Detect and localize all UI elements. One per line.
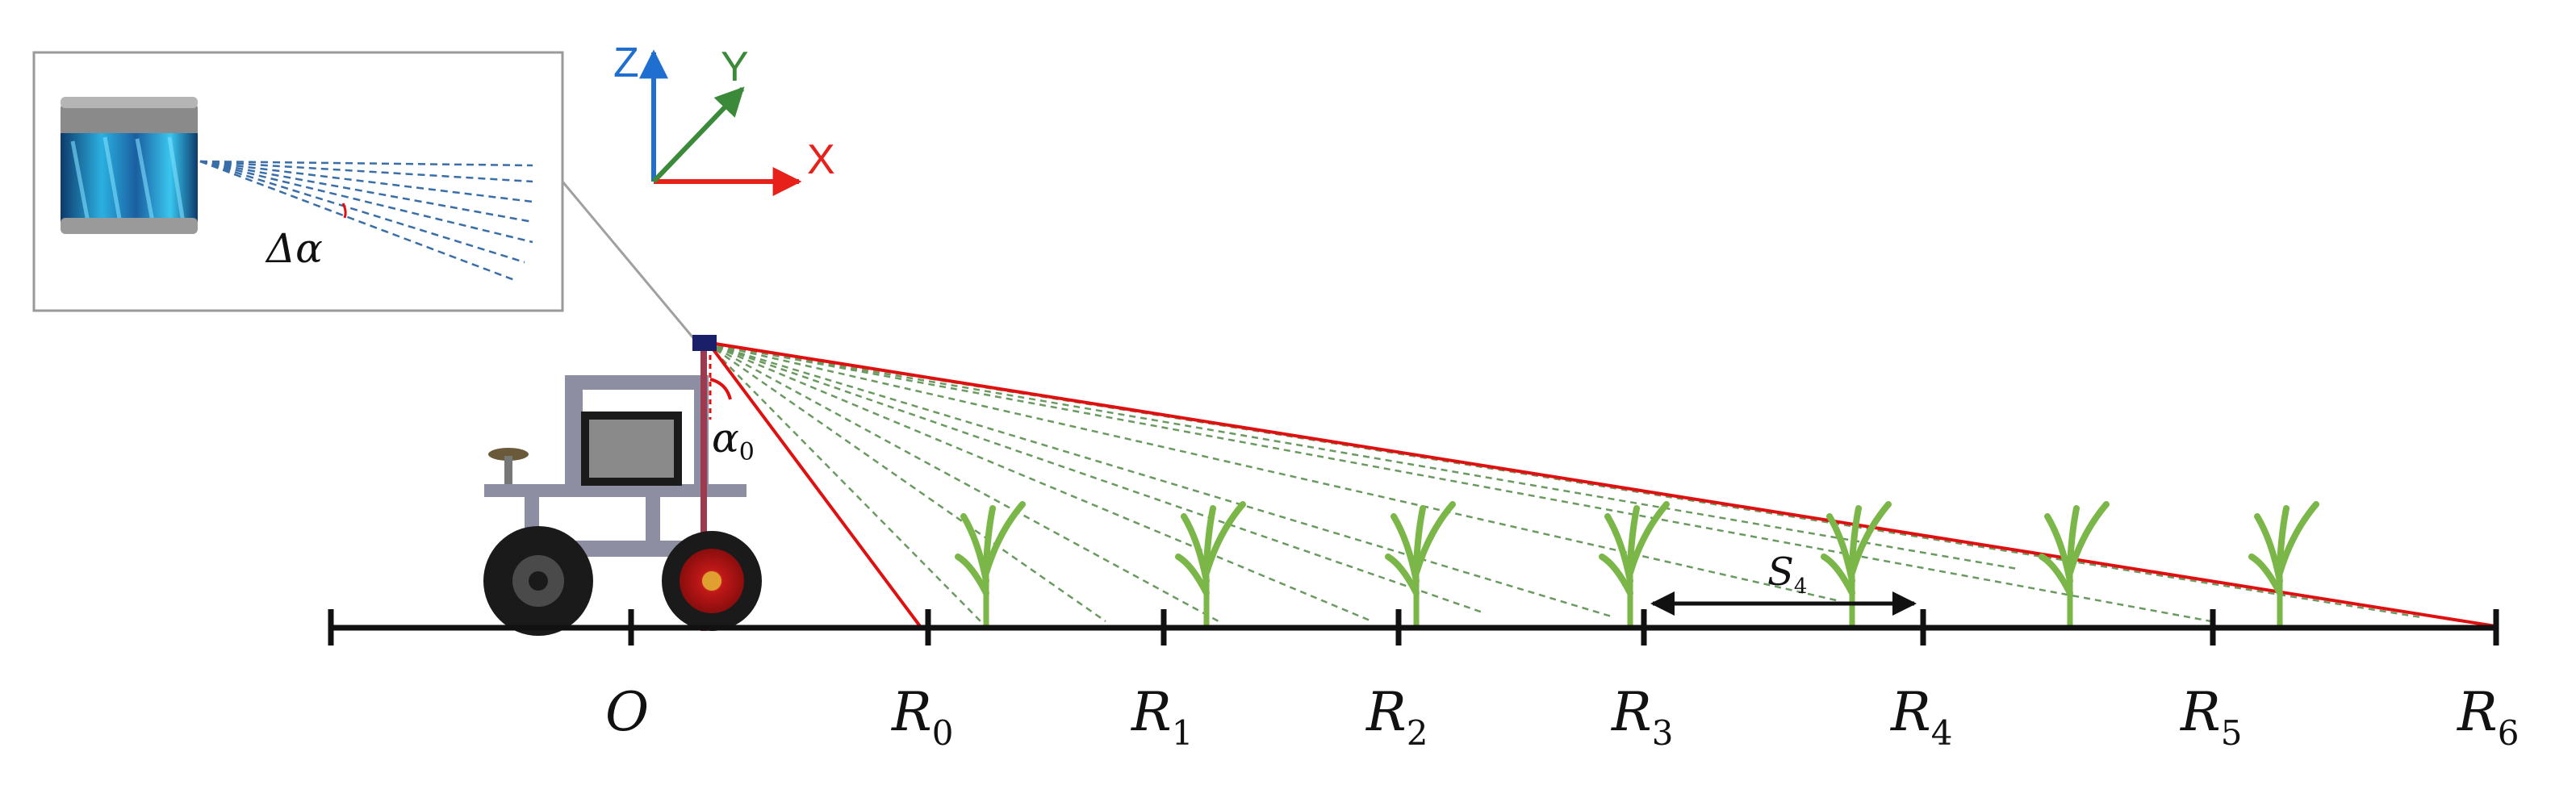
ground-ticks [328,609,2499,646]
ray-to-r6 [709,341,2496,628]
crop-plants [955,501,2319,628]
point-label-r4: R4 [1890,681,1952,753]
laser-rays-red [709,341,2496,628]
s4-label: S4 [1767,549,1807,599]
inset-delta-alpha-label: Δα [265,225,323,272]
z-axis-label: Z [613,40,639,86]
right-wheel [662,531,762,631]
crop-plant-icon [1175,501,1246,628]
x-axis-label: X [807,136,835,183]
lidar-sensor-icon [61,97,198,234]
crop-plant-icon [955,501,1026,628]
point-label-r6: R6 [2457,681,2519,753]
lidar-beam-fan [199,160,533,282]
crop-plant-icon [2039,501,2110,628]
left-wheel [483,526,593,636]
robot-vehicle-icon: α0 [483,335,762,636]
coordinate-axes: X Y Z [613,40,835,196]
y-axis-label: Y [721,44,749,90]
alpha0-label: α0 [712,415,755,466]
inset-angle-mark [341,203,347,219]
crop-plant-icon [1385,501,1456,628]
inset-connector-line [561,181,696,340]
point-label-r1: R1 [1131,681,1193,753]
origin-label: O [605,681,649,743]
crop-plant-icon [2248,501,2319,628]
point-label-r2: R2 [1365,681,1428,753]
spacing-s4: S4 [1650,549,1917,616]
point-label-r5: R5 [2180,681,2242,753]
crop-plant-icon [1599,501,1670,628]
point-labels: O R0 R1 R2 R3 R4 R5 R6 [605,681,2519,753]
ray-to-r0 [709,344,922,628]
point-label-r0: R0 [891,681,953,753]
laser-rays-green [705,341,2422,626]
lidar-inset: Δα [32,51,564,312]
point-label-r3: R3 [1611,681,1673,753]
alpha0-arc [709,378,732,400]
crop-plant-icon [1821,501,1892,628]
y-axis-arrow [651,86,745,184]
